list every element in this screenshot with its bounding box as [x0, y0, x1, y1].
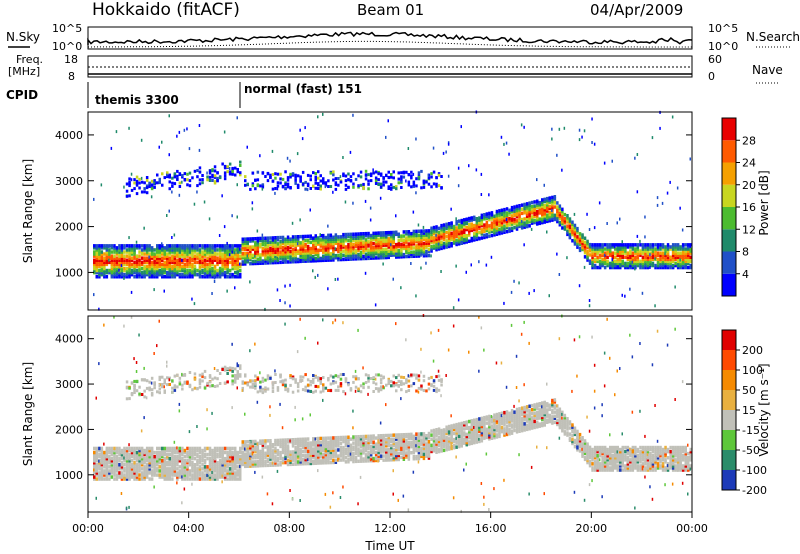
colorbar-tick-label: 100 — [742, 364, 763, 377]
y-tick-label: 2000 — [55, 423, 83, 436]
noise-panel: N.Sky 10^5 10^0 10^5 10^0 N.Search — [6, 22, 800, 53]
velocity-colorbar-label: Velocity [m s⁻¹] — [757, 363, 771, 456]
time-tick-label: 08:00 — [273, 522, 305, 535]
time-tick-label: 16:00 — [475, 522, 507, 535]
colorbar-tick-label: -50 — [742, 444, 760, 457]
colorbar-tick-label: 20 — [742, 179, 756, 192]
power-colorbar: 4 8 12 16 20 24 28 — [721, 117, 756, 297]
colorbar-tick-label: 200 — [742, 344, 763, 357]
y-tick-label: 4000 — [55, 333, 83, 346]
colorbar-tick-label: 50 — [742, 384, 756, 397]
colorbar-tick-label: 16 — [742, 201, 756, 214]
time-axis-label: Time UT — [364, 539, 415, 553]
power-colorbar-label: Power [dB] — [757, 170, 771, 235]
date-label: 04/Apr/2009 — [590, 1, 683, 19]
left-tick-top: 10^5 — [52, 22, 82, 35]
right-tick-bottom: 10^0 — [708, 40, 738, 53]
y-tick-label: 1000 — [55, 469, 83, 482]
radar-title: Hokkaido (fitACF) — [92, 0, 240, 20]
velocity-panel: 1000 2000 3000 4000 Slant Range [km] — [21, 314, 693, 513]
freq-unit: [MHz] — [8, 65, 40, 78]
colorbar-tick-label: 24 — [742, 157, 756, 170]
cpid-label: CPID — [6, 88, 38, 102]
cpid-strip: CPID themis 3300 normal (fast) 151 — [6, 82, 362, 108]
beam-label: Beam 01 — [357, 1, 424, 19]
colorbar-tick-label: 28 — [742, 134, 756, 147]
y-tick-label: 1000 — [55, 266, 83, 279]
colorbar-tick-label: -15 — [742, 424, 760, 437]
y-tick-label: 3000 — [55, 175, 83, 188]
time-tick-label: 00:00 — [676, 522, 708, 535]
y-tick-label: 3000 — [55, 378, 83, 391]
nsearch-trace — [88, 40, 692, 48]
power-panel: 1000 2000 3000 4000 Slant Range [km] — [21, 110, 693, 311]
time-tick-label: 12:00 — [374, 522, 406, 535]
colorbar-tick-label: 4 — [742, 268, 749, 281]
colorbar-tick-label: 12 — [742, 223, 756, 236]
cpid-mode-2: normal (fast) 151 — [244, 82, 362, 96]
velocity-heatmap — [93, 314, 692, 513]
velocity-colorbar: 200 100 50 15 -15 -50 -100 -200 — [721, 329, 767, 497]
colorbar-tick-label: 8 — [742, 246, 749, 259]
cpid-mode-1: themis 3300 — [95, 93, 179, 107]
freq-label: Freq. — [16, 53, 43, 66]
freq-tick-top: 18 — [64, 53, 78, 66]
colorbar-tick-label: -100 — [742, 464, 767, 477]
freq-tick-bottom: 8 — [68, 70, 75, 83]
y-tick-label: 4000 — [55, 129, 83, 142]
nsearch-label: N.Search — [746, 30, 800, 44]
colorbar-tick-label: 15 — [742, 404, 756, 417]
time-tick-label: 20:00 — [575, 522, 607, 535]
time-axis: 00:00 04:00 08:00 12:00 16:00 20:00 00:00 — [72, 512, 708, 535]
colorbar-tick-label: -200 — [742, 484, 767, 497]
nave-tick-top: 60 — [708, 53, 722, 66]
left-tick-bottom: 10^0 — [52, 40, 82, 53]
freq-panel: Freq. [MHz] 18 8 60 0 Nave — [8, 53, 783, 84]
velocity-ylabel: Slant Range [km] — [21, 362, 35, 466]
y-tick-label: 2000 — [55, 221, 83, 234]
nsky-label: N.Sky — [6, 30, 40, 44]
nave-label: Nave — [752, 63, 783, 77]
time-tick-label: 04:00 — [173, 522, 205, 535]
power-y-ticks: 1000 2000 3000 4000 — [55, 129, 692, 279]
power-heatmap — [93, 110, 692, 311]
power-ylabel: Slant Range [km] — [21, 159, 35, 263]
nave-tick-bottom: 0 — [708, 70, 715, 83]
time-tick-label: 00:00 — [72, 522, 104, 535]
right-tick-top: 10^5 — [708, 22, 738, 35]
velocity-y-ticks: 1000 2000 3000 4000 — [55, 333, 692, 482]
nsky-trace — [87, 31, 693, 45]
